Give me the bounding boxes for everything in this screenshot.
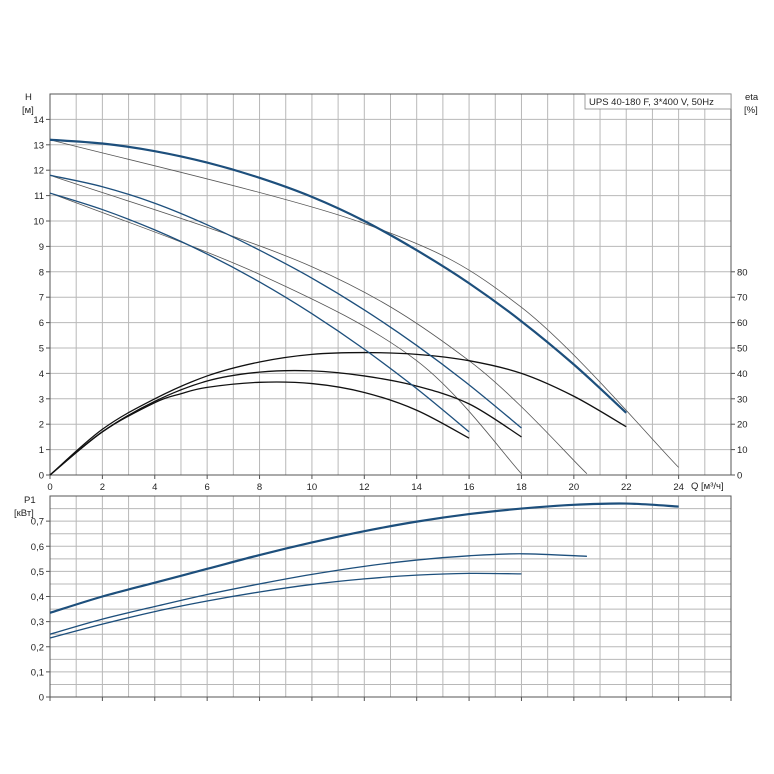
y2-tick-label: 10 — [737, 445, 748, 456]
power-panel: 0 0,1 0,2 0,3 0,4 0,5 0,6 0,7 P1 [кВт] — [14, 495, 732, 704]
y2-tick-label: 60 — [737, 318, 748, 329]
x-tick-label: 16 — [464, 482, 475, 493]
p1-tick-label: 0,4 — [31, 592, 44, 603]
y-tick-label: 8 — [39, 267, 44, 278]
y-tick-label: 13 — [33, 140, 44, 151]
head-efficiency-grid — [50, 94, 731, 475]
y-tick-label: 2 — [39, 420, 44, 431]
y2-tick-label: 0 — [737, 471, 742, 482]
eta-axis-label: eta — [745, 92, 759, 103]
y-tick-label: 12 — [33, 166, 44, 177]
p1-axis-label: P1 — [24, 495, 36, 506]
y2-tick-label: 30 — [737, 394, 748, 405]
q-axis-ticks: 0 2 4 6 8 10 12 14 16 18 20 22 24 — [47, 475, 684, 493]
p1-tick-label: 0,6 — [31, 542, 44, 553]
power-curve — [49, 553, 587, 635]
y-tick-label: 7 — [39, 293, 44, 304]
x-tick-label: 12 — [359, 482, 370, 493]
y-tick-label: 3 — [39, 394, 44, 405]
y-tick-label: 6 — [39, 318, 44, 329]
x-tick-label: 2 — [100, 482, 105, 493]
y2-tick-label: 50 — [737, 344, 748, 355]
chart-title-box — [584, 93, 732, 110]
head-curve — [49, 174, 522, 429]
y2-tick-label: 20 — [737, 420, 748, 431]
head-efficiency-frame — [49, 93, 732, 476]
p1-tick-label: 0,5 — [31, 567, 44, 578]
x-tick-label: 10 — [307, 482, 318, 493]
y-tick-label: 5 — [39, 344, 44, 355]
head-efficiency-panel: 0 2 4 6 8 10 12 14 16 18 20 22 24 012345678910111213… — [22, 92, 759, 493]
power-grid — [50, 496, 731, 697]
x-tick-label: 24 — [673, 482, 684, 493]
x-tick-label: 6 — [205, 482, 210, 493]
p1-axis-ticks: 0 0,1 0,2 0,3 0,4 0,5 0,6 0,7 — [31, 517, 732, 704]
system-curve — [49, 192, 522, 475]
system-curve — [49, 139, 679, 468]
system-curve — [49, 174, 588, 475]
efficiency-curve — [49, 351, 627, 476]
head-efficiency-curves — [49, 138, 679, 476]
y2-tick-label: 80 — [737, 267, 748, 278]
efficiency-curve — [49, 381, 470, 476]
x-tick-label: 14 — [411, 482, 422, 493]
h-axis-unit: [м] — [22, 105, 34, 116]
x-tick-label: 20 — [569, 482, 580, 493]
p1-axis-unit: [кВт] — [14, 508, 34, 519]
p1-tick-label: 0,2 — [31, 642, 44, 653]
x-tick-label: 4 — [152, 482, 157, 493]
power-curve — [49, 572, 522, 639]
y-tick-label: 0 — [39, 471, 44, 482]
head-curve — [49, 138, 627, 414]
y-tick-label: 10 — [33, 217, 44, 228]
y-tick-label: 14 — [33, 115, 44, 126]
p1-tick-label: 0 — [39, 693, 44, 704]
eta-axis-unit: [%] — [744, 105, 758, 116]
p1-tick-label: 0,7 — [31, 517, 44, 528]
x-tick-label: 8 — [257, 482, 262, 493]
head-curve — [49, 192, 470, 433]
y-tick-label: 4 — [39, 369, 44, 380]
x-tick-label: 22 — [621, 482, 632, 493]
chart-title: UPS 40-180 F, 3*400 V, 50Hz — [589, 97, 714, 108]
y2-tick-label: 40 — [737, 369, 748, 380]
p1-tick-label: 0,3 — [31, 617, 44, 628]
h-axis-label: H — [25, 92, 32, 103]
q-axis-label: Q [м³/ч] — [691, 481, 724, 492]
y2-tick-label: 70 — [737, 293, 748, 304]
y-tick-label: 1 — [39, 445, 44, 456]
x-tick-label: 0 — [47, 482, 52, 493]
p1-tick-label: 0,1 — [31, 667, 44, 678]
x-tick-label: 18 — [516, 482, 527, 493]
power-curves — [49, 502, 679, 639]
eta-axis-ticks: 0 10 20 30 40 50 60 70 80 — [731, 267, 748, 482]
y-tick-label: 9 — [39, 242, 44, 253]
y-tick-label: 11 — [34, 191, 44, 202]
power-curve — [49, 502, 679, 614]
